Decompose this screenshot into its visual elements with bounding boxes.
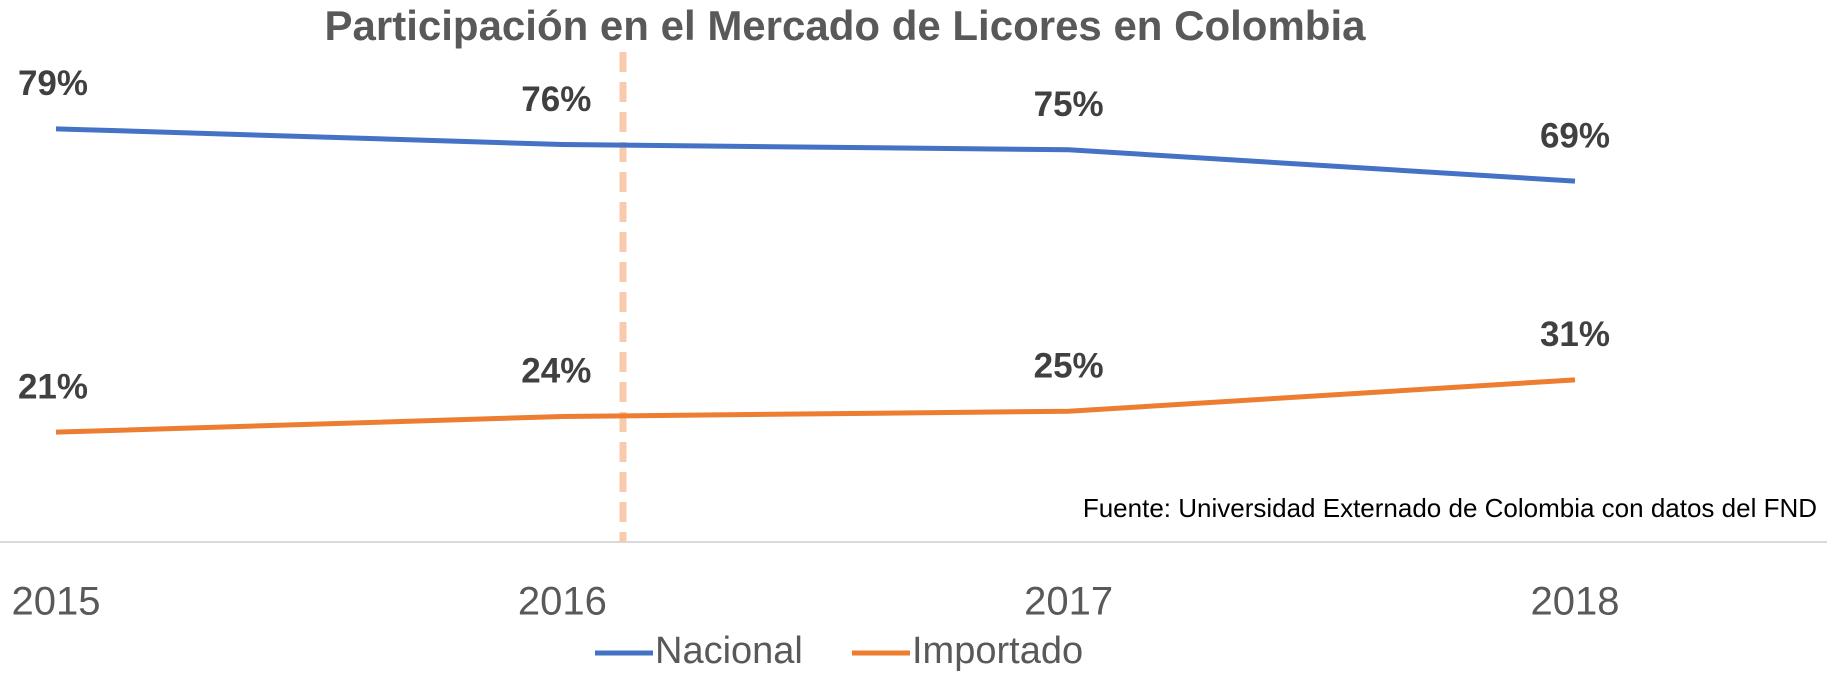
x-tick-label: 2016 [518,580,607,624]
source-note: Fuente: Universidad Externado de Colombi… [1083,493,1817,523]
series-line [55,377,1576,435]
data-label: 69% [1540,116,1610,155]
x-tick-label: 2015 [12,580,101,624]
x-tick-label: 2017 [1024,580,1113,624]
legend-label: Nacional [655,630,803,672]
data-label: 31% [1540,315,1610,354]
x-tick-label: 2018 [1531,580,1620,624]
data-label: 76% [521,80,591,119]
data-label: 25% [1034,347,1104,386]
data-label: 79% [18,64,88,103]
legend-label: Importado [912,630,1083,672]
data-label: 75% [1034,85,1104,124]
data-label: 21% [18,367,88,406]
series-line [55,126,1576,184]
chart-title: Participación en el Mercado de Licores e… [325,2,1367,49]
data-label: 24% [521,352,591,391]
